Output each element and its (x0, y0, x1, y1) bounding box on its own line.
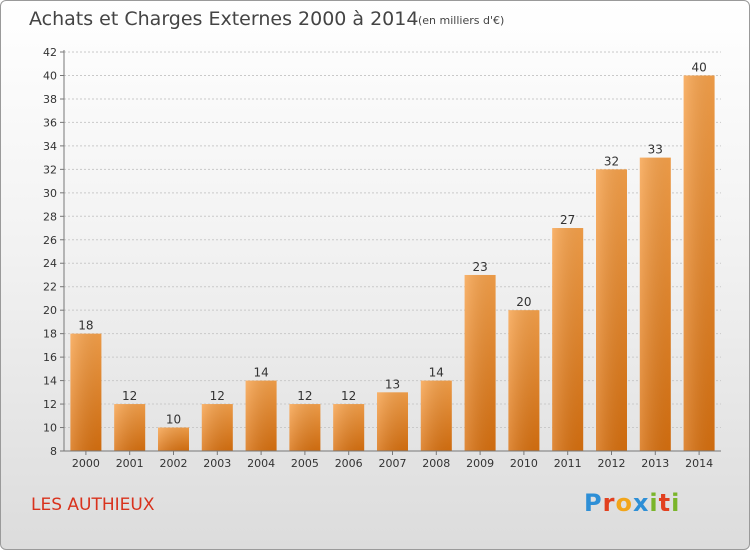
x-tick-label: 2001 (116, 457, 144, 470)
bar-shade (289, 404, 321, 451)
y-tick-label: 36 (43, 116, 57, 129)
x-tick-label: 2004 (247, 457, 275, 470)
bar-value-label: 18 (78, 319, 93, 333)
y-tick-label: 28 (43, 210, 57, 223)
x-tick-label: 2011 (554, 457, 582, 470)
bar-value-label: 20 (516, 295, 531, 309)
x-tick-label: 2003 (203, 457, 231, 470)
y-tick-label: 38 (43, 93, 57, 106)
bar-shade (158, 427, 189, 451)
x-tick-label: 2010 (510, 457, 538, 470)
bar-shade (333, 404, 365, 451)
y-tick-label: 42 (43, 46, 57, 59)
logo-letter: i (671, 489, 681, 517)
y-tick-label: 18 (43, 328, 57, 341)
bar-shade (464, 274, 496, 451)
bar-shade (552, 228, 584, 451)
x-tick-label: 2008 (422, 457, 450, 470)
y-tick-label: 30 (43, 187, 57, 200)
logo-letter: r (602, 489, 616, 517)
x-tick-label: 2000 (72, 457, 100, 470)
bar-shade (596, 169, 627, 451)
y-tick-label: 32 (43, 163, 57, 176)
y-tick-label: 8 (50, 445, 57, 458)
x-tick-label: 2007 (379, 457, 407, 470)
bar-value-label: 14 (253, 366, 268, 380)
logo-letter: x (632, 489, 650, 517)
bar-value-label: 32 (604, 154, 619, 168)
bar-shade (245, 380, 277, 451)
bar-value-label: 14 (429, 366, 444, 380)
proxiti-logo: Proxiti (584, 489, 680, 517)
y-tick-label: 22 (43, 281, 57, 294)
y-tick-label: 20 (43, 304, 57, 317)
chart-subtitle: (en milliers d'€) (418, 14, 505, 27)
bar-value-label: 27 (560, 213, 575, 227)
x-tick-label: 2014 (685, 457, 713, 470)
y-tick-label: 16 (43, 351, 57, 364)
y-tick-label: 26 (43, 234, 57, 247)
logo-letter: t (658, 489, 672, 517)
x-tick-label: 2006 (335, 457, 363, 470)
bar-value-label: 12 (210, 389, 225, 403)
bar-shade (683, 75, 715, 452)
y-tick-label: 40 (43, 69, 57, 82)
logo-letter: P (584, 489, 603, 517)
y-tick-label: 24 (43, 257, 57, 270)
bar-value-label: 13 (385, 377, 400, 391)
y-tick-label: 34 (43, 140, 57, 153)
bar-shade (508, 310, 540, 451)
town-name: LES AUTHIEUX (31, 495, 155, 515)
bar-shade (639, 157, 671, 451)
bar-value-label: 12 (122, 389, 137, 403)
bar-shade (70, 333, 102, 451)
y-tick-label: 14 (43, 375, 57, 388)
x-tick-label: 2009 (466, 457, 494, 470)
x-tick-label: 2012 (598, 457, 626, 470)
y-tick-label: 10 (43, 422, 57, 435)
x-tick-label: 2013 (641, 457, 669, 470)
bar-value-label: 23 (472, 260, 487, 274)
x-tick-label: 2005 (291, 457, 319, 470)
bar-value-label: 12 (341, 389, 356, 403)
logo-letter: o (615, 489, 633, 517)
logo-letter: i (649, 489, 659, 517)
bar-value-label: 10 (166, 413, 181, 427)
bar-value-label: 12 (297, 389, 312, 403)
y-tick-label: 12 (43, 398, 57, 411)
bar-shade (377, 392, 408, 451)
chart-title: Achats et Charges Externes 2000 à 2014 (29, 8, 419, 30)
bar-shade (114, 404, 146, 451)
bar-value-label: 33 (648, 143, 663, 157)
x-tick-label: 2002 (160, 457, 188, 470)
bar-shade (201, 404, 233, 451)
bar-value-label: 40 (691, 60, 706, 74)
bar-chart: 18 12 10 12 14 12 12 13 14 23 20 27 32 33 40 8 10 12 14 16… (43, 46, 721, 470)
bar-shade (420, 380, 452, 451)
